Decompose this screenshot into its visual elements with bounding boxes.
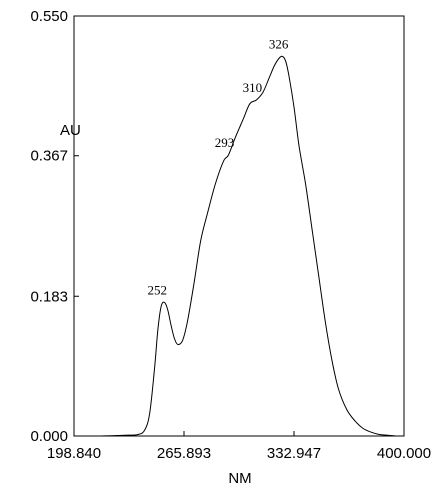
y-tick-label: 0.183 [30, 288, 68, 305]
plot-frame [73, 15, 405, 437]
x-tick-label: 332.947 [267, 445, 321, 462]
x-tick-label: 265.893 [157, 445, 211, 462]
peak-label: 293 [215, 135, 235, 150]
y-tick-label: 0.000 [30, 428, 68, 445]
y-axis-ticks: 0.000 0.183 0.367 0.550 [30, 8, 79, 445]
peak-label: 310 [243, 80, 263, 95]
peak-label: 326 [269, 36, 289, 51]
x-axis-label: NM [228, 470, 251, 487]
spectrum-line [73, 55, 405, 437]
x-tick-label: 198.840 [47, 445, 101, 462]
x-tick-label: 400.000 [377, 445, 431, 462]
x-axis-ticks: 198.840 265.893 332.947 400.000 [47, 431, 431, 462]
y-tick-label: 0.367 [30, 148, 68, 165]
series-layer [73, 55, 405, 437]
y-axis-label: AU [60, 122, 81, 139]
peak-label: 252 [147, 282, 167, 297]
y-tick-label: 0.550 [30, 8, 68, 25]
peak-annotations: 252 293 310 326 [147, 36, 288, 297]
